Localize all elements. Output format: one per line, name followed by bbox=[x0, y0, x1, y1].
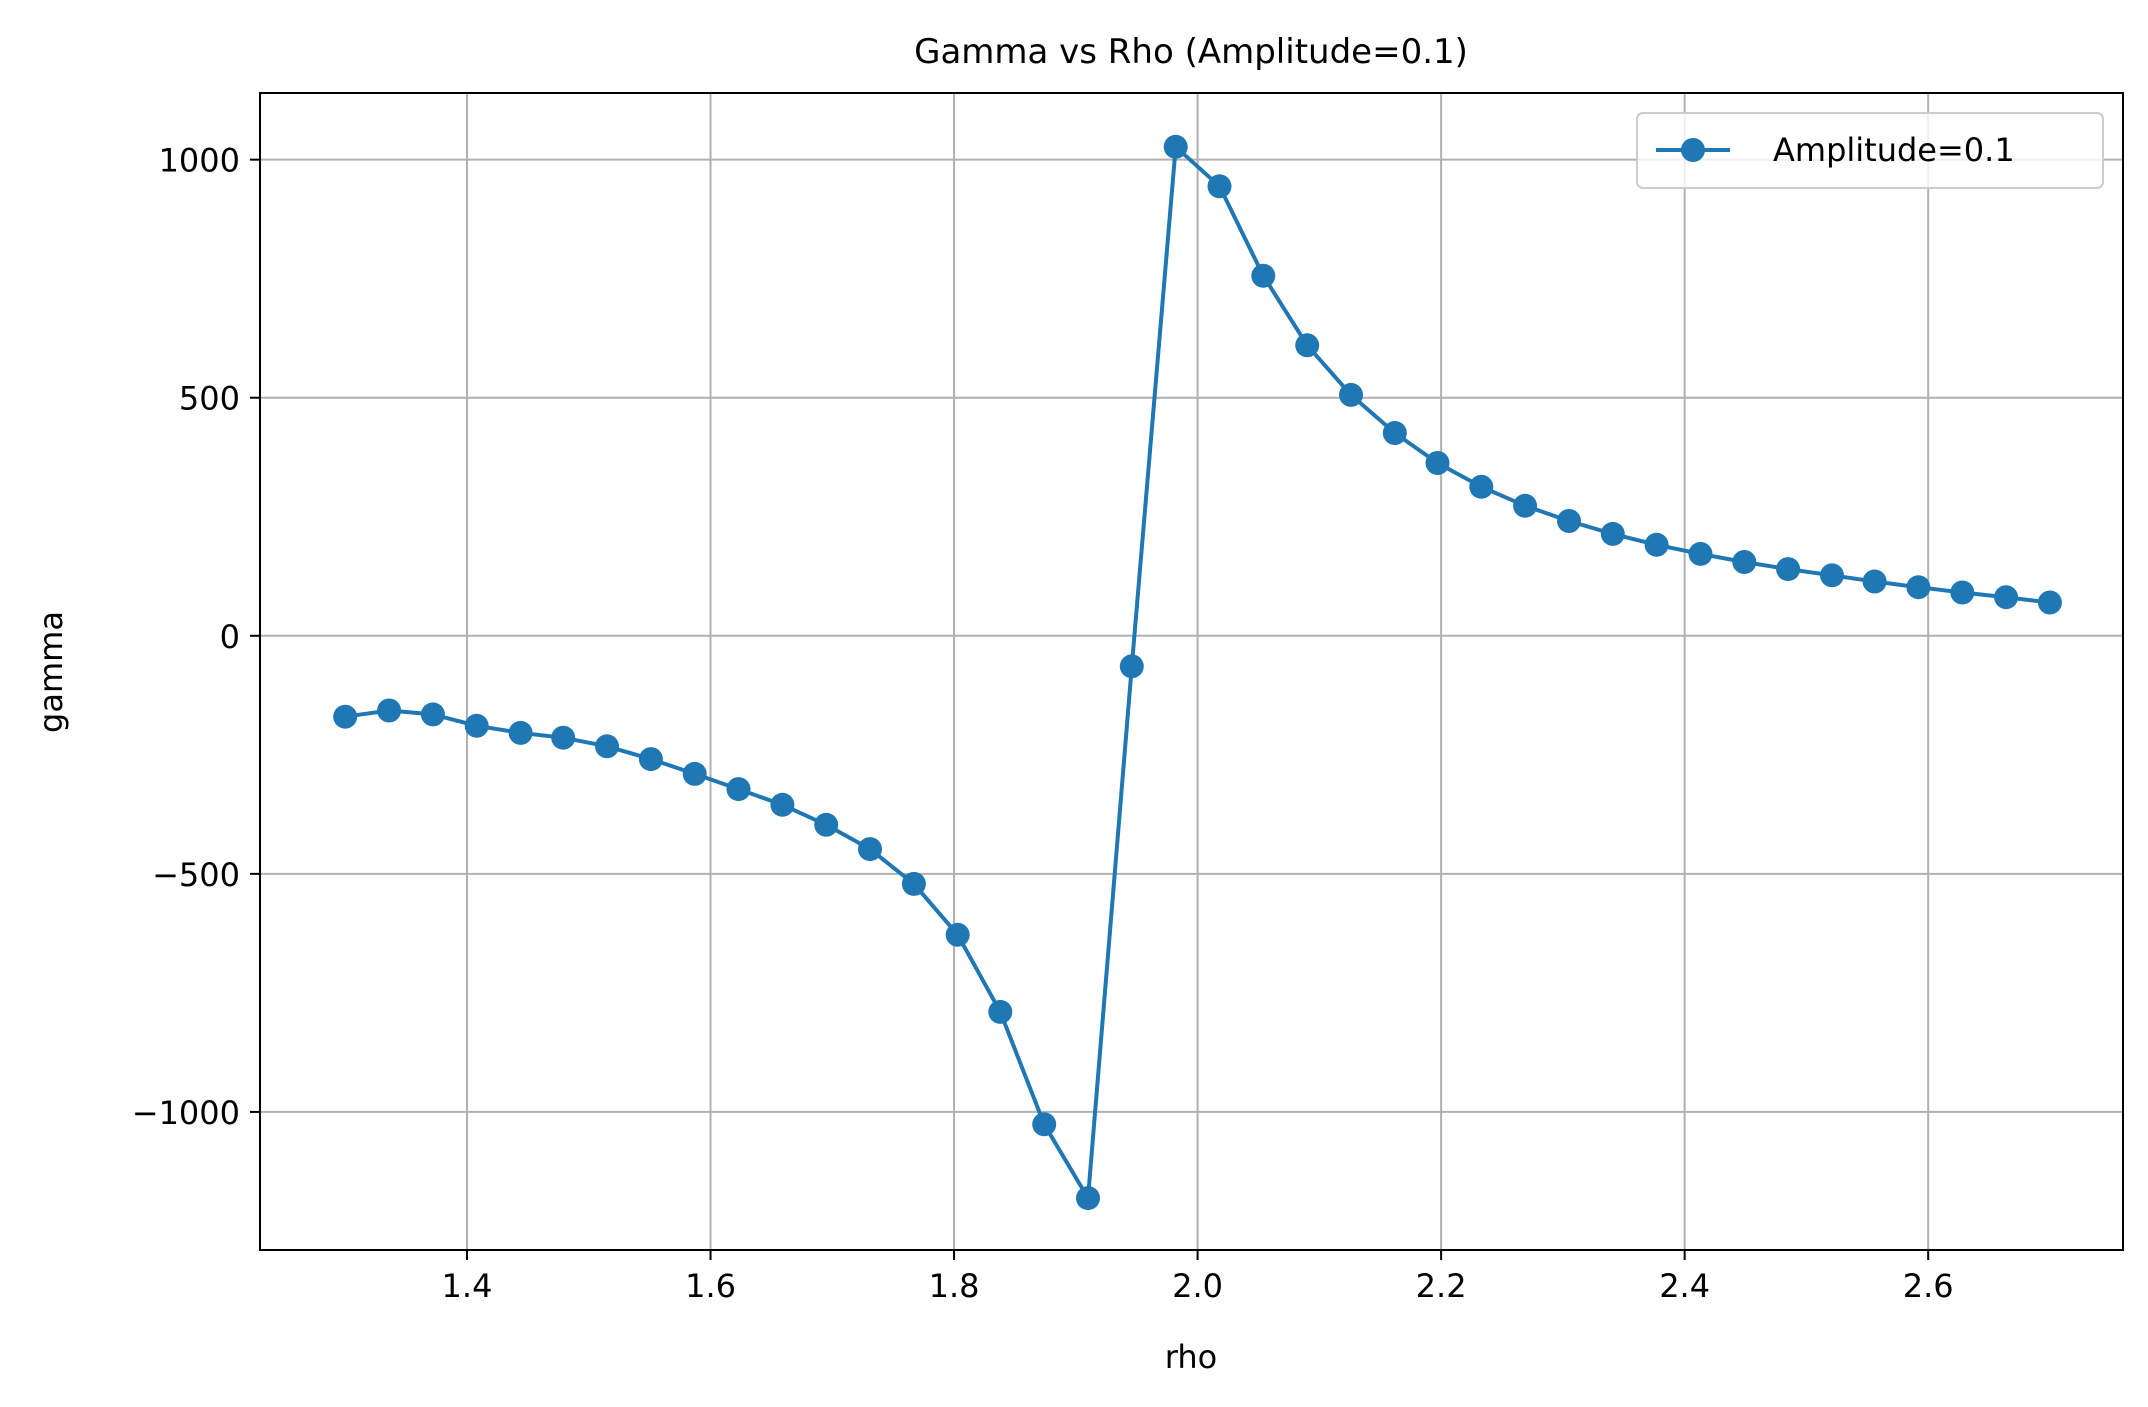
x-tick-label: 1.8 bbox=[929, 1267, 980, 1305]
data-point bbox=[1950, 580, 1975, 605]
legend: Amplitude=0.1 bbox=[1636, 112, 2104, 189]
data-point bbox=[1076, 1186, 1100, 1211]
chart-title: Gamma vs Rho (Amplitude=0.1) bbox=[914, 32, 1468, 72]
data-point bbox=[814, 812, 839, 837]
grid bbox=[260, 93, 2123, 1250]
data-point bbox=[333, 704, 358, 729]
data-point bbox=[1339, 382, 1363, 407]
data-point bbox=[770, 792, 795, 817]
data-point bbox=[551, 725, 576, 750]
y-tick-label: −1000 bbox=[132, 1094, 240, 1132]
data-point bbox=[464, 713, 489, 738]
data-point bbox=[1469, 474, 1494, 499]
data-point bbox=[1119, 654, 1144, 679]
data-point bbox=[1776, 557, 1801, 582]
data-point bbox=[901, 871, 926, 896]
data-point bbox=[1207, 174, 1232, 199]
y-tick-label: −500 bbox=[152, 856, 240, 894]
y-tick-label: 1000 bbox=[159, 142, 240, 180]
series-group bbox=[333, 134, 2062, 1211]
x-tick-label: 2.6 bbox=[1903, 1267, 1954, 1305]
y-axis: −1000 −500 0 500 1000 bbox=[132, 142, 260, 1132]
data-point bbox=[1644, 532, 1669, 557]
data-point bbox=[1251, 263, 1276, 288]
data-point bbox=[377, 698, 402, 723]
x-tick-label: 1.6 bbox=[685, 1267, 736, 1305]
data-point bbox=[1820, 563, 1844, 588]
legend-box bbox=[1636, 112, 2104, 189]
data-point bbox=[1557, 509, 1581, 533]
data-point bbox=[595, 734, 619, 759]
x-tick-label: 2.0 bbox=[1172, 1267, 1223, 1305]
data-point bbox=[1906, 575, 1931, 600]
data-point bbox=[1513, 493, 1538, 518]
x-tick-label: 2.2 bbox=[1416, 1267, 1467, 1305]
data-point bbox=[988, 999, 1013, 1024]
data-point bbox=[508, 720, 533, 745]
y-tick-label: 0 bbox=[220, 618, 240, 656]
x-axis-label: rho bbox=[1165, 1338, 1217, 1376]
data-point bbox=[1732, 550, 1757, 574]
data-point bbox=[1425, 451, 1450, 475]
legend-point-marker bbox=[1681, 138, 1705, 162]
data-point bbox=[858, 837, 882, 862]
data-point bbox=[726, 777, 751, 802]
series-line bbox=[344, 144, 2051, 1201]
x-tick-label: 2.4 bbox=[1659, 1267, 1710, 1305]
data-point bbox=[638, 747, 663, 772]
data-point bbox=[1295, 333, 1320, 358]
data-point bbox=[1032, 1112, 1057, 1137]
data-point bbox=[2037, 590, 2062, 615]
data-point bbox=[1382, 421, 1407, 445]
y-axis-label: gamma bbox=[32, 611, 70, 733]
data-point bbox=[945, 922, 970, 947]
y-tick-label: 500 bbox=[179, 380, 240, 418]
data-point bbox=[1862, 569, 1887, 594]
data-point bbox=[1688, 541, 1713, 566]
data-point bbox=[1600, 521, 1625, 546]
data-point bbox=[420, 702, 445, 727]
x-axis: 1.4 1.6 1.8 2.0 2.2 2.4 2.6 bbox=[442, 1250, 1954, 1305]
data-point bbox=[1994, 585, 2019, 610]
plot-area bbox=[259, 92, 2124, 1251]
data-point bbox=[1163, 134, 1188, 159]
legend-label: Amplitude=0.1 bbox=[1773, 131, 2015, 169]
data-point bbox=[682, 761, 707, 786]
x-tick-label: 1.4 bbox=[442, 1267, 493, 1305]
